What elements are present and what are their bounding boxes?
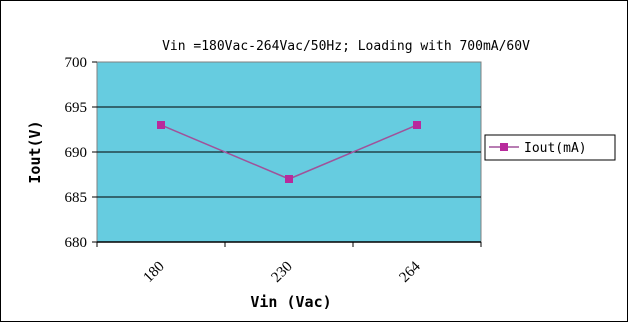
series-layer — [157, 121, 421, 183]
y-tick-label: 695 — [65, 100, 88, 116]
y-axis: 680 685 690 695 700 — [65, 55, 97, 251]
x-axis: 180 230 264 — [96, 241, 482, 286]
legend: Iout(mA) — [484, 134, 616, 161]
data-point-marker — [157, 121, 165, 129]
y-tick-label: 700 — [65, 55, 88, 71]
legend-label: Iout(mA) — [524, 141, 587, 156]
data-point-marker — [285, 175, 293, 183]
y-tick-label: 690 — [65, 145, 88, 161]
legend-marker-swatch — [500, 143, 508, 151]
x-tick-label: 230 — [269, 259, 296, 286]
x-tick-label: 264 — [397, 258, 425, 286]
grid-lines — [97, 106, 481, 198]
y-tick-label: 685 — [65, 190, 88, 206]
y-tick-label: 680 — [65, 235, 88, 251]
x-tick-label: 180 — [141, 259, 168, 286]
y-axis-label: Iout(V) — [26, 120, 44, 183]
chart-title: Vin =180Vac-264Vac/50Hz; Loading with 70… — [162, 39, 530, 54]
data-point-marker — [413, 121, 421, 129]
x-axis-label: Vin (Vac) — [250, 293, 331, 311]
